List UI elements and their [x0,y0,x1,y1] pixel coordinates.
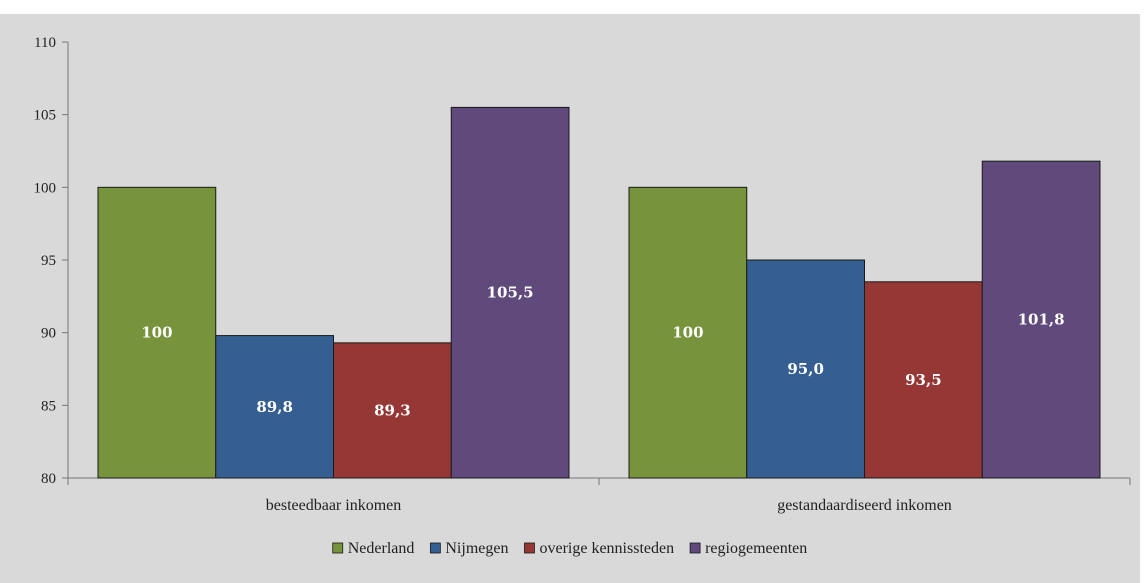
legend-item: Nijmegen [429,540,508,557]
legend: Nederland Nijmegen overige kennissteden reg… [332,540,807,557]
x-category-label: gestandaardiseerd inkomen [777,497,952,514]
legend-label: overige kennissteden [539,540,674,557]
y-tick-label: 110 [34,35,56,51]
bar [450,106,570,479]
legend-swatch [429,542,441,554]
y-tick-label: 85 [41,398,56,414]
legend-label: Nijmegen [445,540,508,557]
bar-value-label: 95,0 [787,360,824,378]
y-tick-label: 90 [41,326,56,342]
y-tick-label: 105 [34,108,57,124]
bar-value-label: 89,3 [374,401,411,419]
x-category-label: besteedbaar inkomen [266,497,402,514]
bar-value-label: 89,8 [256,398,293,416]
legend-label: regiogemeenten [705,540,807,557]
legend-item: regiogemeenten [689,540,807,557]
bar [333,342,452,479]
y-tick-label: 80 [41,471,56,487]
bar-value-label: 100 [672,324,703,342]
bar [746,259,865,479]
bar-value-label: 105,5 [487,284,534,302]
bar-labels: 100 89,8 89,3 105,5 100 95,0 93,5 101,8 [141,284,1064,420]
legend-swatch [332,542,344,554]
bar [981,160,1101,479]
legend-label: Nederland [348,540,415,557]
bar [628,186,748,479]
bar [864,281,983,479]
legend-item: overige kennissteden [524,540,674,557]
legend-item: Nederland [332,540,415,557]
y-tick-label: 95 [41,253,56,269]
y-axis: 80 85 90 95 100 105 110 [34,35,69,487]
legend-swatch [524,542,535,554]
bar-value-label: 93,5 [905,371,942,389]
bars [97,106,1101,479]
legend-swatch [689,542,701,554]
bar [97,186,217,479]
y-tick-label: 100 [34,180,57,196]
bar-value-label: 101,8 [1018,311,1065,329]
bar-value-label: 100 [141,324,172,342]
